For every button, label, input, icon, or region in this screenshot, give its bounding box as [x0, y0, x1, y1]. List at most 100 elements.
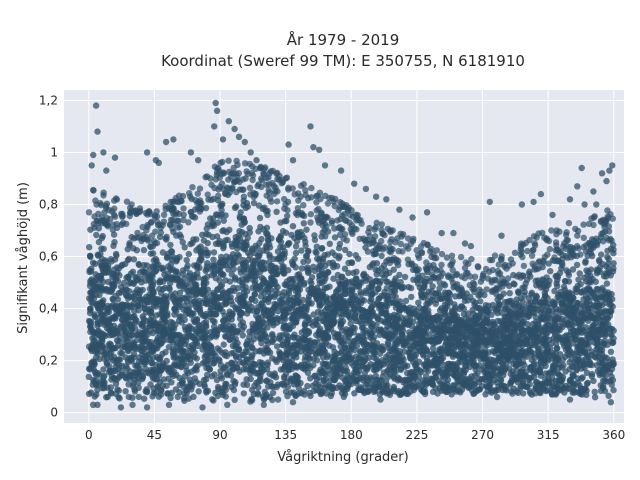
- data-point: [546, 277, 553, 285]
- data-point: [164, 390, 171, 397]
- data-point: [598, 251, 605, 258]
- data-point: [108, 258, 115, 265]
- data-point: [179, 239, 186, 246]
- data-point: [559, 374, 567, 381]
- data-point: [289, 302, 296, 309]
- data-point: [378, 301, 385, 308]
- data-point: [87, 389, 95, 396]
- data-point: [401, 273, 409, 281]
- data-point: [222, 349, 229, 356]
- data-point: [279, 227, 287, 235]
- data-point: [530, 361, 537, 368]
- data-point: [533, 292, 540, 299]
- data-point: [231, 381, 239, 388]
- data-point: [152, 255, 159, 263]
- data-point: [378, 252, 385, 260]
- data-point: [318, 245, 326, 252]
- data-point: [590, 289, 597, 296]
- data-point: [362, 327, 370, 334]
- data-point: [551, 361, 559, 369]
- data-point: [241, 219, 248, 226]
- data-point: [209, 396, 216, 403]
- data-point: [212, 327, 219, 334]
- data-point: [86, 252, 94, 260]
- data-point: [152, 345, 159, 352]
- data-point: [161, 316, 168, 323]
- data-point: [610, 246, 617, 253]
- data-point: [188, 276, 195, 283]
- data-point: [170, 354, 177, 361]
- data-point: [280, 366, 287, 373]
- data-point: [168, 248, 176, 256]
- data-point: [184, 262, 191, 269]
- data-point: [265, 383, 272, 390]
- data-point: [216, 347, 223, 354]
- data-point: [146, 298, 153, 306]
- data-point: [189, 382, 196, 390]
- data-point: [169, 275, 176, 282]
- data-point: [141, 395, 148, 402]
- data-point: [573, 261, 581, 269]
- data-point: [275, 236, 283, 243]
- data-point: [149, 250, 157, 257]
- data-point: [204, 286, 212, 293]
- data-point: [212, 261, 220, 269]
- data-point: [259, 259, 266, 266]
- data-point: [278, 251, 286, 258]
- data-point: [256, 252, 263, 260]
- data-point: [488, 326, 496, 334]
- data-point: [314, 255, 321, 262]
- data-point: [198, 248, 205, 255]
- data-point: [542, 334, 550, 341]
- data-point: [408, 293, 415, 301]
- data-point: [604, 253, 611, 261]
- data-point: [402, 297, 410, 304]
- data-point: [537, 327, 544, 334]
- data-point: [362, 350, 369, 358]
- data-point: [317, 262, 325, 270]
- data-point: [279, 341, 286, 349]
- data-point: [474, 328, 481, 335]
- data-point: [272, 374, 280, 381]
- data-point: [607, 348, 615, 355]
- data-point: [542, 387, 550, 395]
- data-point: [222, 257, 230, 264]
- data-point: [174, 393, 181, 401]
- data-point: [108, 345, 116, 352]
- data-point: [197, 310, 205, 317]
- data-point: [574, 282, 581, 290]
- data-point: [490, 357, 497, 364]
- data-point: [506, 290, 513, 297]
- data-point: [564, 385, 571, 392]
- data-point: [390, 314, 397, 321]
- data-point: [436, 348, 443, 355]
- data-point: [257, 304, 264, 312]
- data-point: [559, 323, 566, 331]
- data-point: [593, 346, 600, 353]
- data-point: [416, 358, 423, 366]
- data-point: [303, 226, 310, 233]
- data-point: [103, 325, 111, 332]
- data-point: [198, 289, 206, 297]
- data-point: [205, 249, 212, 256]
- data-point: [169, 319, 176, 327]
- data-point: [589, 275, 596, 283]
- data-point: [527, 327, 534, 335]
- data-point: [575, 276, 582, 283]
- data-point: [135, 302, 142, 309]
- data-point: [243, 200, 251, 207]
- data-point: [257, 223, 264, 231]
- data-point: [403, 315, 410, 322]
- chart-title-line-1: År 1979 - 2019: [287, 30, 400, 49]
- data-point: [237, 359, 244, 366]
- data-point: [263, 377, 271, 384]
- data-point: [133, 317, 140, 324]
- data-point: [305, 248, 312, 255]
- data-point: [515, 288, 522, 295]
- data-points: [85, 99, 617, 411]
- data-point: [239, 319, 247, 326]
- data-point: [215, 383, 222, 391]
- data-point: [551, 317, 559, 325]
- data-point: [503, 340, 510, 348]
- data-point: [150, 385, 157, 392]
